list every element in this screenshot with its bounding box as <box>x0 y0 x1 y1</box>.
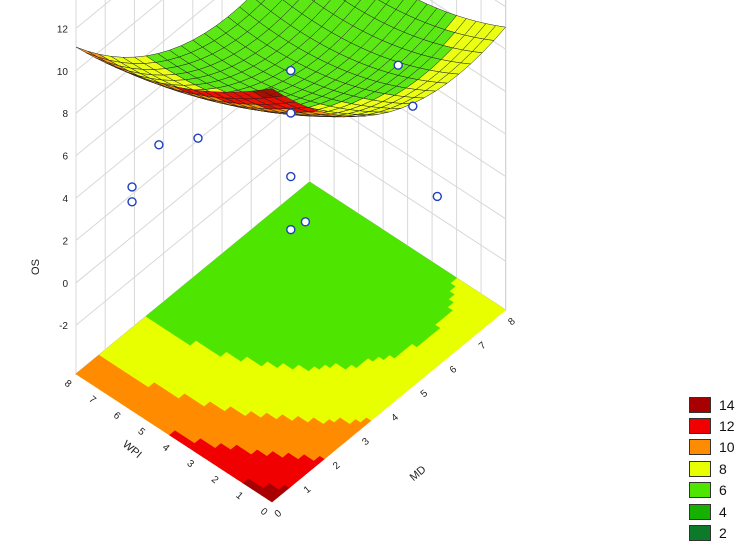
grid-line <box>75 0 506 72</box>
legend-label: 14 <box>719 396 735 413</box>
axis-ticks: -20246810121416012345678012345678 <box>57 24 518 520</box>
legend-swatch <box>689 460 711 477</box>
data-point <box>286 171 296 182</box>
grid-line <box>75 132 506 326</box>
z-axis-label: OS <box>30 259 42 275</box>
x-tick-label: 7 <box>477 340 489 352</box>
x-tick-label: 6 <box>448 364 460 376</box>
legend-label: 2 <box>719 525 727 542</box>
legend-label: 12 <box>719 418 735 435</box>
legend-swatch <box>689 482 711 499</box>
y-tick-label: 7 <box>86 394 98 406</box>
legend-label: 8 <box>719 460 727 477</box>
data-point <box>154 140 164 150</box>
legend-item: 10 <box>689 437 751 458</box>
y-tick-label: 3 <box>184 458 196 470</box>
data-point <box>127 197 137 207</box>
legend-item: 8 <box>689 458 751 479</box>
y-tick-label: 6 <box>111 410 123 422</box>
contour-floor <box>75 181 507 503</box>
z-tick-label: 8 <box>62 109 68 120</box>
legend-swatch <box>689 418 711 435</box>
x-tick-label: 2 <box>331 460 343 472</box>
legend-item: 12 <box>689 415 751 436</box>
z-tick-label: 12 <box>57 24 69 35</box>
legend-label: 4 <box>719 503 727 520</box>
x-tick-label: 0 <box>273 508 285 520</box>
data-point <box>300 217 311 227</box>
z-tick-label: -2 <box>59 321 68 332</box>
legend-swatch <box>689 525 711 542</box>
legend-item: 2 <box>689 522 751 543</box>
data-point <box>286 224 296 235</box>
y-tick-label: 5 <box>135 426 147 438</box>
z-tick-label: 2 <box>62 236 68 247</box>
legend-item: 4 <box>689 501 751 522</box>
y-tick-label: 4 <box>160 442 172 454</box>
y-tick-label: 1 <box>233 490 245 502</box>
legend-swatch <box>689 439 711 456</box>
x-tick-label: 8 <box>506 316 518 328</box>
legend-swatch <box>689 396 711 413</box>
y-tick-label: 8 <box>62 378 74 390</box>
y-axis-label: WPI <box>120 438 144 461</box>
x-tick-label: 4 <box>390 412 402 424</box>
data-point <box>432 191 442 202</box>
data-point <box>193 133 203 143</box>
x-axis-label: MD <box>408 464 429 484</box>
legend-label: 10 <box>719 439 735 456</box>
z-tick-label: 10 <box>57 67 69 78</box>
data-point <box>286 65 296 76</box>
data-point <box>393 60 403 70</box>
y-tick-label: 0 <box>258 506 270 518</box>
z-tick-label: 6 <box>62 152 68 163</box>
fitted-surface <box>75 0 507 118</box>
legend-item: 6 <box>689 480 751 501</box>
y-tick-label: 2 <box>209 474 221 486</box>
contour-cell <box>303 181 316 191</box>
data-point <box>286 108 296 118</box>
grid-line <box>75 0 506 114</box>
legend-item: 14 <box>689 394 751 415</box>
z-tick-label: 4 <box>62 194 68 205</box>
data-points <box>127 60 442 235</box>
legend-swatch <box>689 503 711 520</box>
surface-cell <box>261 88 285 98</box>
surface-cell <box>255 0 266 5</box>
x-tick-label: 1 <box>302 484 314 496</box>
legend-label: 6 <box>719 482 727 499</box>
x-tick-label: 3 <box>360 436 372 448</box>
x-tick-label: 5 <box>419 388 431 400</box>
data-point <box>408 101 418 111</box>
contour-legend: 14 12 10 8 6 4 2 <box>689 394 751 544</box>
z-tick-label: 0 <box>62 279 68 290</box>
data-point <box>127 182 137 192</box>
